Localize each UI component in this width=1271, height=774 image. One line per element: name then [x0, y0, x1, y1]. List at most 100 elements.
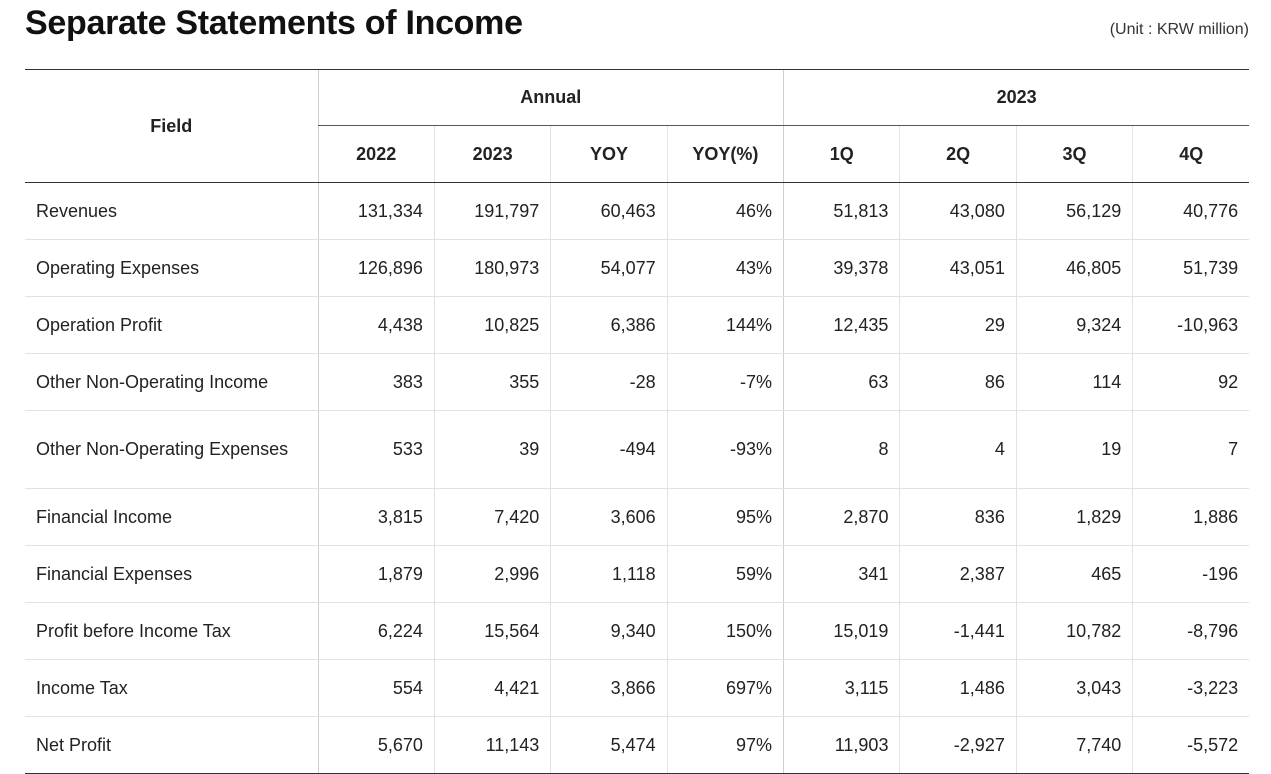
cell-2q: -1,441 — [899, 602, 1017, 660]
cell-2023: 191,797 — [433, 182, 551, 240]
table-row: Operation Profit 4,438 10,825 6,386 144% 12,4… — [25, 296, 1250, 354]
cell-yoy-pct: 697% — [666, 659, 784, 717]
cell-3q: 114 — [1015, 353, 1133, 411]
cell-4q: -196 — [1132, 545, 1250, 603]
col-header-yoy: YOY — [550, 125, 668, 183]
cell-2q: 836 — [899, 488, 1017, 546]
cell-1q: 2,870 — [783, 488, 900, 546]
cell-2q: 29 — [899, 296, 1017, 354]
cell-yoy: 60,463 — [550, 182, 668, 240]
cell-4q: 92 — [1132, 353, 1250, 411]
cell-1q: 51,813 — [783, 182, 900, 240]
cell-2022: 126,896 — [317, 239, 435, 297]
cell-3q: 465 — [1015, 545, 1133, 603]
table-row: Revenues 131,334 191,797 60,463 46% 51,813 43,… — [25, 182, 1250, 240]
cell-4q: -5,572 — [1132, 716, 1250, 774]
cell-1q: 12,435 — [783, 296, 900, 354]
table-row: Financial Expenses 1,879 2,996 1,118 59% 341 2… — [25, 545, 1250, 603]
cell-2022: 383 — [317, 353, 435, 411]
cell-yoy-pct: 97% — [666, 716, 784, 774]
cell-3q: 7,740 — [1015, 716, 1133, 774]
cell-yoy-pct: 144% — [666, 296, 784, 354]
cell-2022: 4,438 — [317, 296, 435, 354]
cell-2022: 554 — [317, 659, 435, 717]
row-label: Net Profit — [25, 716, 318, 774]
row-label: Financial Expenses — [25, 545, 318, 603]
row-label: Profit before Income Tax — [25, 602, 318, 660]
row-label: Other Non-Operating Income — [25, 353, 318, 411]
cell-4q: 1,886 — [1132, 488, 1250, 546]
cell-2q: 4 — [899, 410, 1017, 489]
cell-2023: 355 — [433, 353, 551, 411]
col-header-1q: 1Q — [783, 125, 900, 183]
col-header-3q: 3Q — [1015, 125, 1133, 183]
row-label: Financial Income — [25, 488, 318, 546]
cell-yoy: 6,386 — [550, 296, 668, 354]
cell-yoy: 5,474 — [550, 716, 668, 774]
cell-4q: 51,739 — [1132, 239, 1250, 297]
page-title: Separate Statements of Income — [25, 4, 523, 42]
cell-3q: 56,129 — [1015, 182, 1133, 240]
cell-1q: 15,019 — [783, 602, 900, 660]
cell-1q: 3,115 — [783, 659, 900, 717]
cell-2022: 5,670 — [317, 716, 435, 774]
cell-yoy: 9,340 — [550, 602, 668, 660]
cell-yoy-pct: 150% — [666, 602, 784, 660]
table-body: Revenues 131,334 191,797 60,463 46% 51,813 43,… — [25, 182, 1250, 774]
cell-4q: 40,776 — [1132, 182, 1250, 240]
table-row: Income Tax 554 4,421 3,866 697% 3,115 1,486 3,0… — [25, 659, 1250, 717]
cell-yoy-pct: 59% — [666, 545, 784, 603]
cell-yoy-pct: 46% — [666, 182, 784, 240]
cell-3q: 1,829 — [1015, 488, 1133, 546]
cell-2q: 43,051 — [899, 239, 1017, 297]
row-label: Income Tax — [25, 659, 318, 717]
row-label: Operation Profit — [25, 296, 318, 354]
cell-3q: 10,782 — [1015, 602, 1133, 660]
cell-yoy-pct: -93% — [666, 410, 784, 489]
cell-yoy: 3,606 — [550, 488, 668, 546]
row-label: Operating Expenses — [25, 239, 318, 297]
col-header-2023: 2023 — [433, 125, 551, 183]
cell-2023: 2,996 — [433, 545, 551, 603]
table-header: Field Annual 2023 2022 2023 YOY YOY(%) 1… — [25, 69, 1250, 183]
cell-4q: -10,963 — [1132, 296, 1250, 354]
cell-1q: 11,903 — [783, 716, 900, 774]
cell-3q: 19 — [1015, 410, 1133, 489]
row-label: Other Non-Operating Expenses — [25, 410, 318, 489]
table-row: Net Profit 5,670 11,143 5,474 97% 11,903 -2,92… — [25, 716, 1250, 774]
cell-2q: 1,486 — [899, 659, 1017, 717]
table-row: Other Non-Operating Expenses 533 39 -494 -93… — [25, 410, 1250, 489]
col-header-2q: 2Q — [899, 125, 1017, 183]
cell-2023: 39 — [433, 410, 551, 489]
cell-2q: 2,387 — [899, 545, 1017, 603]
cell-2022: 3,815 — [317, 488, 435, 546]
cell-1q: 63 — [783, 353, 900, 411]
annual-group-header: Annual — [317, 69, 784, 126]
cell-2023: 7,420 — [433, 488, 551, 546]
cell-1q: 8 — [783, 410, 900, 489]
table-row: Other Non-Operating Income 383 355 -28 -7% 63… — [25, 353, 1250, 411]
cell-2023: 10,825 — [433, 296, 551, 354]
table-row: Financial Income 3,815 7,420 3,606 95% 2,870 8… — [25, 488, 1250, 546]
cell-2022: 131,334 — [317, 182, 435, 240]
year-2023-group-header: 2023 — [783, 69, 1250, 126]
cell-2023: 11,143 — [433, 716, 551, 774]
cell-4q: -8,796 — [1132, 602, 1250, 660]
income-statement-table: Field Annual 2023 2022 2023 YOY YOY(%) 1… — [25, 69, 1250, 774]
cell-4q: -3,223 — [1132, 659, 1250, 717]
cell-2q: 86 — [899, 353, 1017, 411]
cell-yoy: -494 — [550, 410, 668, 489]
cell-4q: 7 — [1132, 410, 1250, 489]
cell-2023: 4,421 — [433, 659, 551, 717]
cell-1q: 39,378 — [783, 239, 900, 297]
unit-note: (Unit : KRW million) — [1109, 21, 1249, 38]
cell-2023: 15,564 — [433, 602, 551, 660]
cell-2022: 6,224 — [317, 602, 435, 660]
col-header-yoy-pct: YOY(%) — [666, 125, 784, 183]
cell-yoy-pct: 43% — [666, 239, 784, 297]
cell-2023: 180,973 — [433, 239, 551, 297]
row-label: Revenues — [25, 182, 318, 240]
cell-3q: 3,043 — [1015, 659, 1133, 717]
cell-2022: 533 — [317, 410, 435, 489]
cell-yoy: -28 — [550, 353, 668, 411]
